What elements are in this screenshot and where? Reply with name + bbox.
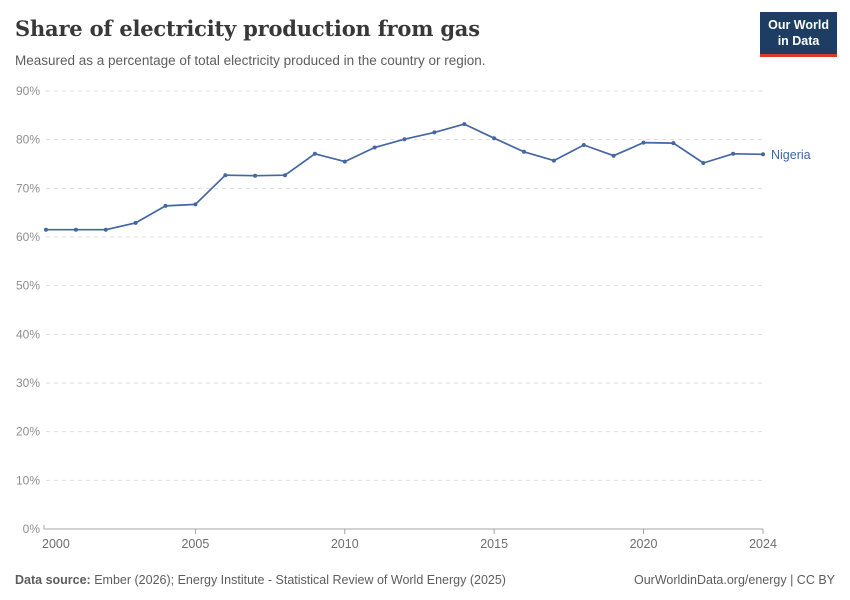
data-point[interactable] xyxy=(522,149,526,154)
data-point[interactable] xyxy=(44,227,48,232)
data-point[interactable] xyxy=(551,158,556,163)
y-axis-label: 70% xyxy=(16,181,40,195)
data-point[interactable] xyxy=(253,173,258,178)
x-axis-label: 2015 xyxy=(480,537,508,551)
data-point[interactable] xyxy=(103,227,108,232)
data-point[interactable] xyxy=(432,130,437,135)
y-axis-label: 80% xyxy=(16,133,40,147)
x-axis-label: 2024 xyxy=(749,537,777,551)
credit-link[interactable]: OurWorldinData.org/energy | CC BY xyxy=(633,573,835,587)
owid-logo-line2: in Data xyxy=(777,34,820,49)
data-point[interactable] xyxy=(163,203,168,208)
owid-logo-line1: Our World xyxy=(768,18,829,32)
x-axis-label: 2005 xyxy=(181,537,209,551)
data-point[interactable] xyxy=(611,153,616,158)
data-point[interactable] xyxy=(283,173,287,178)
y-axis-label: 30% xyxy=(16,376,40,390)
y-axis-label: 20% xyxy=(16,425,40,439)
data-point[interactable] xyxy=(223,173,228,178)
data-point[interactable] xyxy=(372,145,377,150)
chart-subtitle: Measured as a percentage of total electr… xyxy=(15,53,486,68)
data-source: Data source: Ember (2026); Energy Instit… xyxy=(15,573,506,587)
x-axis-label: 2020 xyxy=(630,537,658,551)
series-label-nigeria[interactable]: Nigeria xyxy=(771,148,811,162)
data-point[interactable] xyxy=(641,140,646,145)
data-point[interactable] xyxy=(312,151,317,156)
y-axis-label: 90% xyxy=(16,84,40,98)
data-point[interactable] xyxy=(761,152,765,157)
chart-footer: Data source: Ember (2026); Energy Instit… xyxy=(15,573,835,587)
x-axis-label: 2000 xyxy=(42,537,70,551)
data-point[interactable] xyxy=(731,151,736,156)
y-axis-label: 0% xyxy=(23,522,41,536)
y-axis-label: 60% xyxy=(16,230,40,244)
data-point[interactable] xyxy=(492,136,497,141)
data-point[interactable] xyxy=(701,161,706,165)
data-point[interactable] xyxy=(342,159,347,164)
data-source-label: Data source: xyxy=(15,573,91,587)
chart-title: Share of electricity production from gas xyxy=(15,16,480,41)
owid-logo[interactable]: Our World in Data xyxy=(760,12,837,57)
data-point[interactable] xyxy=(133,220,138,225)
line-chart-canvas[interactable]: 0% 10% 20% 30% 40% 50% 60% 70% 80% 90% 2000 2005 201… xyxy=(0,84,850,564)
data-point[interactable] xyxy=(581,143,586,147)
x-axis-label: 2010 xyxy=(331,537,359,551)
data-point[interactable] xyxy=(462,122,467,127)
y-axis-label: 40% xyxy=(16,327,40,341)
data-point[interactable] xyxy=(73,227,78,232)
data-source-text: Ember (2026); Energy Institute - Statist… xyxy=(94,573,506,587)
data-point[interactable] xyxy=(671,141,676,146)
y-axis-label: 50% xyxy=(16,279,40,293)
data-point[interactable] xyxy=(193,202,198,207)
y-axis-label: 10% xyxy=(16,473,40,487)
data-point[interactable] xyxy=(402,137,407,142)
